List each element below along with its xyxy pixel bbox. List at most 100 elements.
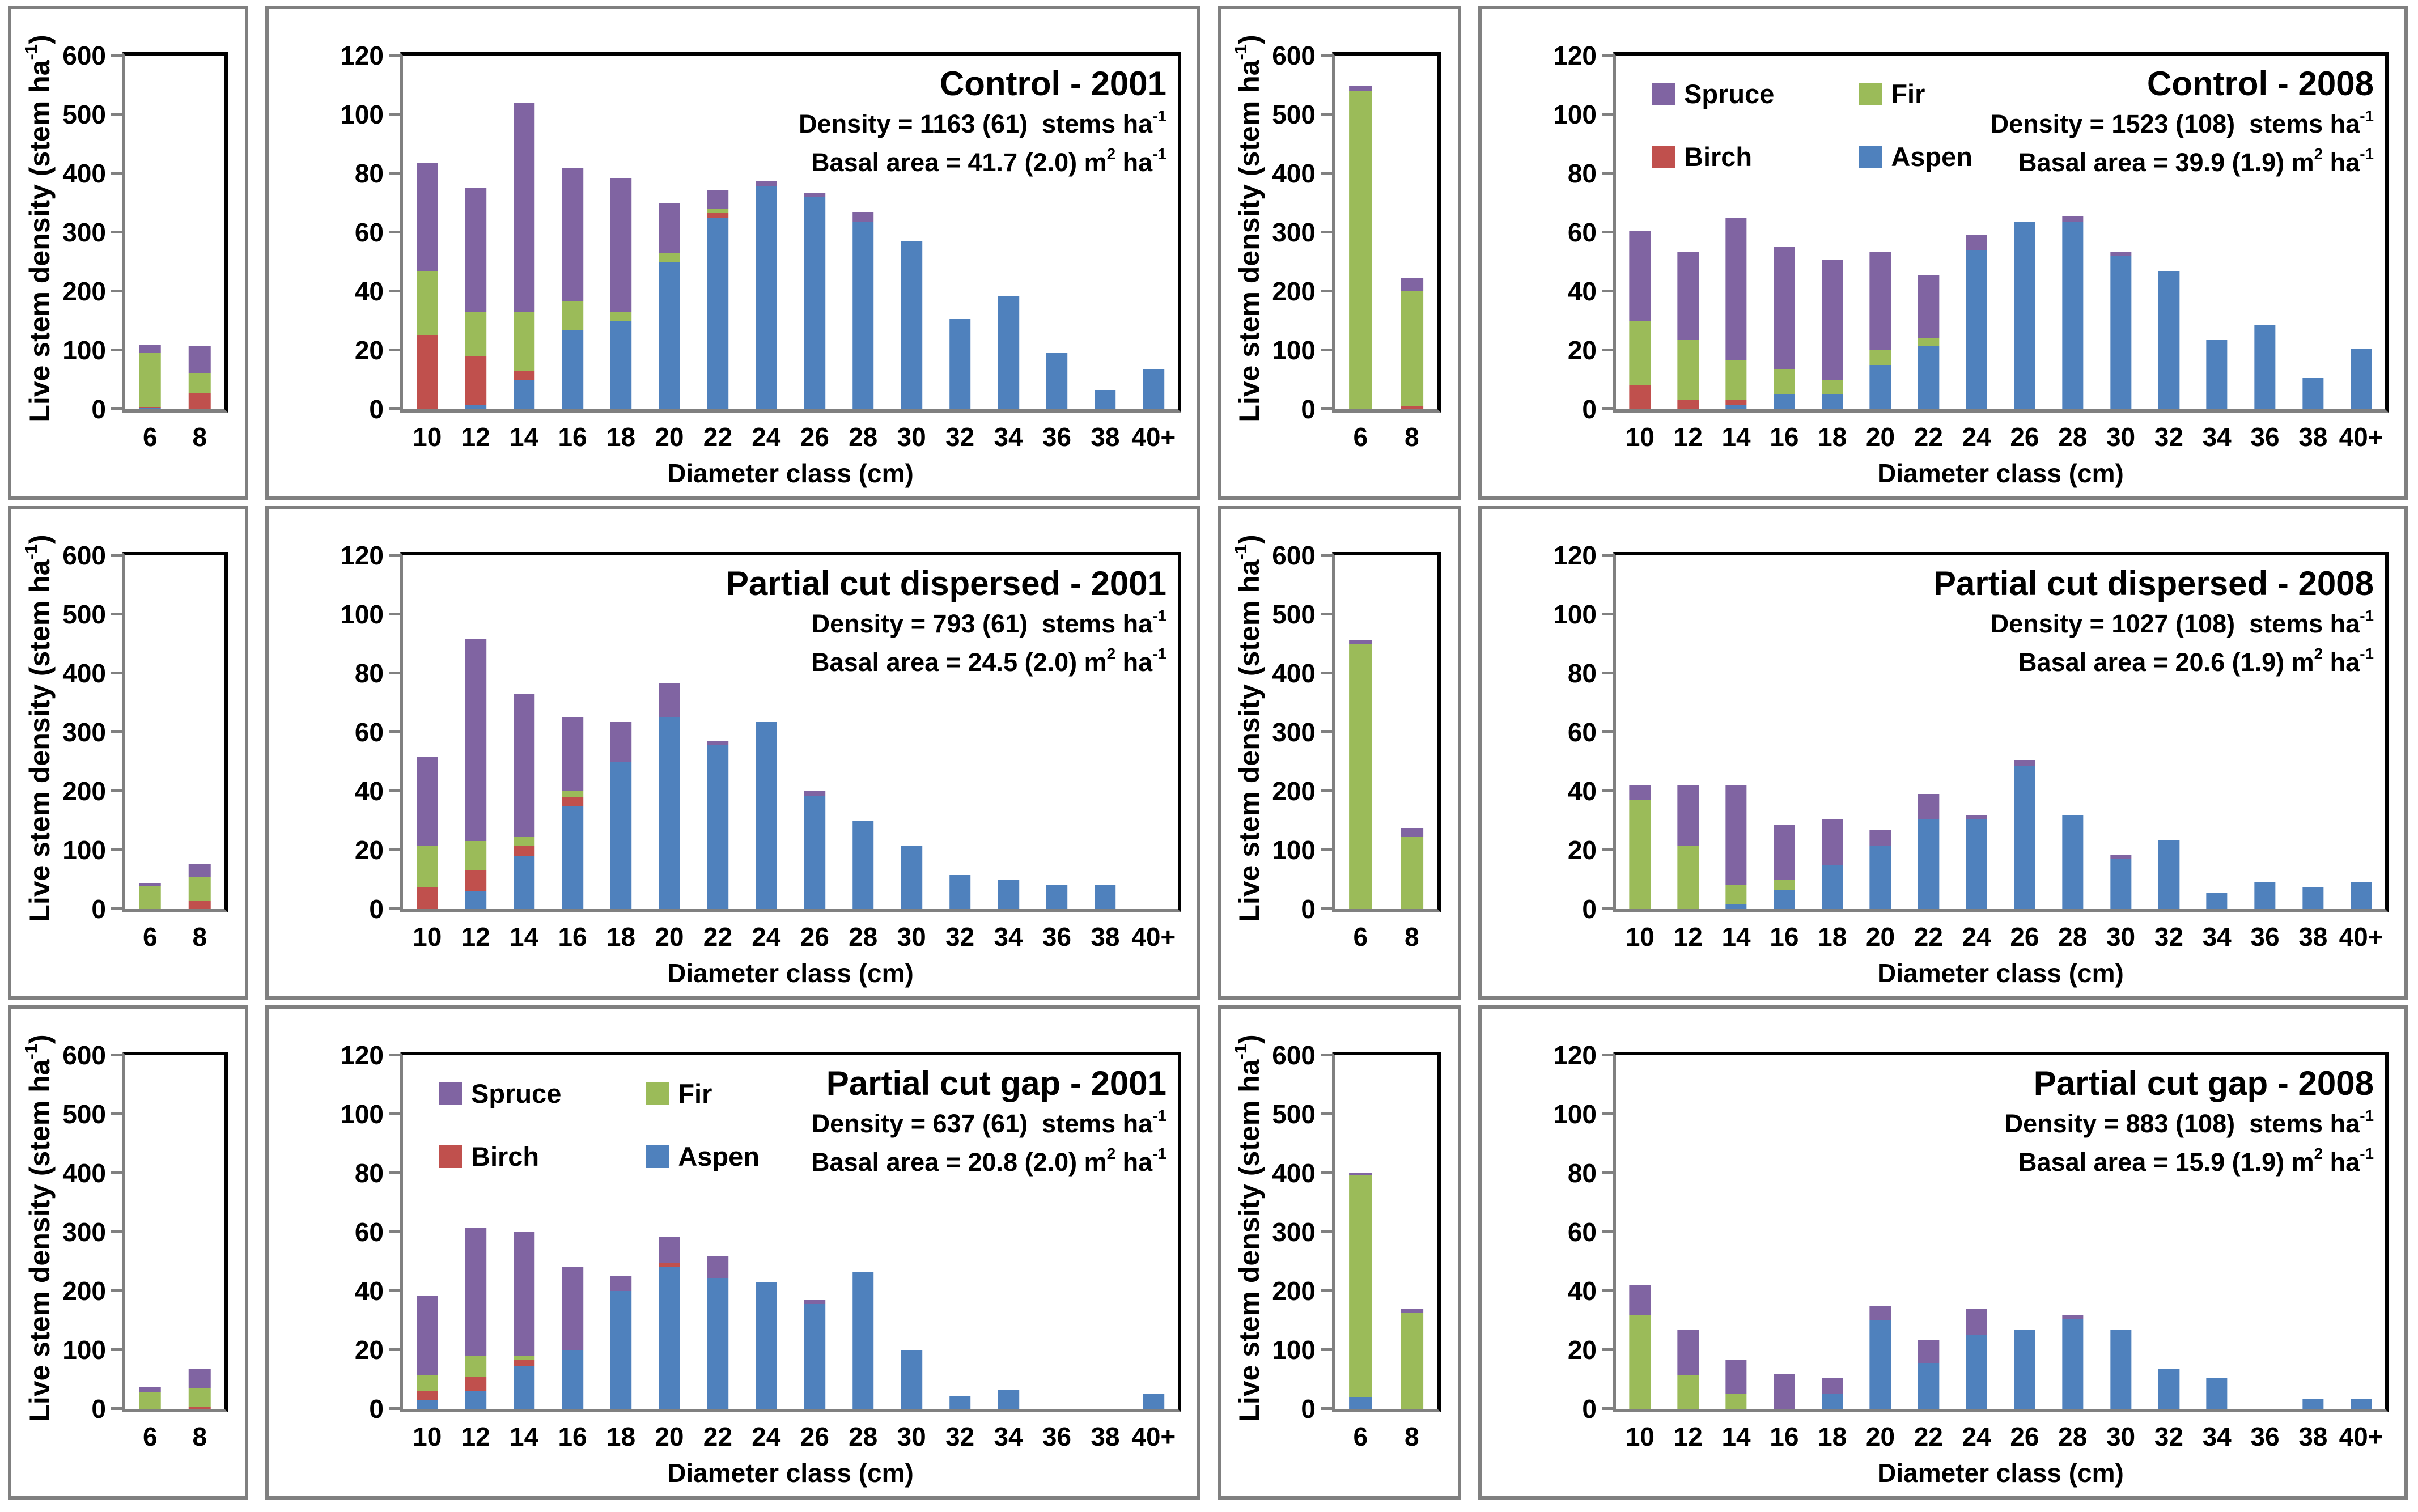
fir-segment <box>416 846 438 887</box>
legend-item-spruce: Spruce <box>1652 78 1774 109</box>
stacked-bar-24 <box>1966 56 1987 409</box>
spruce-segment <box>1725 218 1747 361</box>
y-tick <box>111 290 122 293</box>
stacked-bar-32 <box>949 555 971 909</box>
aspen-segment <box>2062 1319 2084 1409</box>
aspen-segment <box>1774 394 1795 409</box>
spruce-segment <box>707 189 729 209</box>
x-tick-label: 30 <box>897 422 926 452</box>
x-tick-label: 10 <box>413 922 442 952</box>
y-tick <box>389 1348 400 1352</box>
panel-annotation: Partial cut dispersed - 2008 Density = 1… <box>1933 562 2374 681</box>
spruce-segment <box>562 717 583 791</box>
spruce-segment <box>562 1267 583 1350</box>
x-tick-label: 26 <box>800 922 829 952</box>
y-tick <box>111 613 122 615</box>
fir-segment <box>1822 380 1843 394</box>
y-axis-label: Live stem density (stem ha-1) <box>1230 534 1265 922</box>
y-tick-label: 500 <box>62 100 106 129</box>
y-tick <box>111 349 122 352</box>
y-tick-label: 500 <box>1272 1099 1316 1129</box>
aspen-segment <box>1966 819 1987 909</box>
stacked-bar-28 <box>2062 1055 2084 1409</box>
x-tick-label: 38 <box>1091 422 1120 452</box>
aspen-segment <box>562 1350 583 1409</box>
basal-area-line: Basal area = 20.6 (1.9) m2 ha-1 <box>2018 645 2374 677</box>
x-tick-label: 16 <box>558 922 587 952</box>
small-chart-panel-pcg-2008: Live stem density (stem ha-1) 0 100 200 300… <box>1218 1005 1461 1500</box>
fir-segment <box>1629 800 1651 909</box>
aspen-segment <box>1774 890 1795 909</box>
spruce-segment <box>804 791 826 796</box>
y-tick-label: 0 <box>91 1394 106 1424</box>
aspen-segment <box>2206 339 2228 409</box>
legend-label: Aspen <box>678 1141 760 1171</box>
spruce-swatch <box>439 1082 462 1105</box>
x-tick-label: 10 <box>413 422 442 452</box>
y-tick-label: 300 <box>62 218 106 247</box>
aspen-segment <box>1966 1335 1987 1409</box>
x-tick-label: 30 <box>897 922 926 952</box>
y-tick <box>1321 907 1332 910</box>
fir-segment <box>465 312 486 356</box>
spruce-segment <box>416 1295 438 1375</box>
fir-segment <box>1629 1314 1651 1409</box>
stacked-bar-32 <box>2158 1055 2179 1409</box>
x-tick-label: 26 <box>800 422 829 452</box>
aspen-segment <box>513 856 535 909</box>
legend-label: Birch <box>1684 142 1753 172</box>
aspen-segment <box>562 329 583 409</box>
legend-label: Aspen <box>1891 142 1972 172</box>
legend-item-fir: Fir <box>1859 78 1972 109</box>
y-tick-label: 40 <box>1567 1276 1597 1306</box>
fir-segment <box>1400 837 1423 909</box>
fir-segment <box>659 253 680 262</box>
spruce-segment <box>2014 760 2035 766</box>
x-tick-label: 30 <box>2106 922 2136 952</box>
stacked-bar-26 <box>804 555 826 909</box>
large-chart-plot: Spruce Fir Birch Aspen Partial cut gap -… <box>340 1042 1181 1488</box>
x-tick-label: 20 <box>655 422 684 452</box>
y-tick-label: 20 <box>354 1335 384 1365</box>
spruce-segment <box>1869 1306 1891 1320</box>
y-tick <box>389 789 400 793</box>
y-tick-label: 40 <box>1567 277 1597 306</box>
spruce-segment <box>1869 829 1891 846</box>
aspen-segment <box>1143 1394 1165 1409</box>
x-tick-label: 32 <box>2154 422 2183 452</box>
fir-segment <box>562 791 583 797</box>
y-tick <box>1602 113 1613 116</box>
stacked-bar-8 <box>1400 555 1423 909</box>
x-tick-label: 26 <box>2010 922 2039 952</box>
spruce-segment <box>465 188 486 312</box>
aspen-segment <box>2302 887 2324 909</box>
aspen-segment <box>465 891 486 909</box>
y-tick <box>1321 290 1332 293</box>
x-tick-label: 16 <box>1770 422 1799 452</box>
spruce-swatch <box>1652 82 1675 105</box>
aspen-segment <box>513 380 535 409</box>
spruce-segment <box>707 741 729 746</box>
x-tick-label: 14 <box>510 922 539 952</box>
stacked-bar-28 <box>852 555 874 909</box>
spruce-segment <box>1774 825 1795 880</box>
y-tick <box>111 1171 122 1175</box>
aspen-segment <box>1046 353 1068 409</box>
x-tick-label: 32 <box>2154 922 2183 952</box>
spruce-segment <box>2110 854 2132 859</box>
aspen-segment <box>659 717 680 909</box>
density-line: Density = 1523 (108) stems ha-1 <box>1990 107 2374 138</box>
spruce-segment <box>1629 1285 1651 1315</box>
fir-segment <box>1869 350 1891 365</box>
panel-annotation: Partial cut dispersed - 2001 Density = 7… <box>726 562 1166 681</box>
spruce-segment <box>659 1236 680 1263</box>
spruce-segment <box>1966 1309 1987 1335</box>
small-chart-panel-control-2001: Live stem density (stem ha-1) 0 100 200 300… <box>8 6 248 500</box>
y-tick-label: 80 <box>354 659 384 688</box>
x-tick-label: 20 <box>655 1422 684 1451</box>
fir-segment <box>1349 1175 1372 1398</box>
x-tick-label: 36 <box>2250 922 2280 952</box>
legend: Spruce Fir Birch Aspen <box>1652 78 1972 172</box>
birch-segment <box>562 797 583 806</box>
